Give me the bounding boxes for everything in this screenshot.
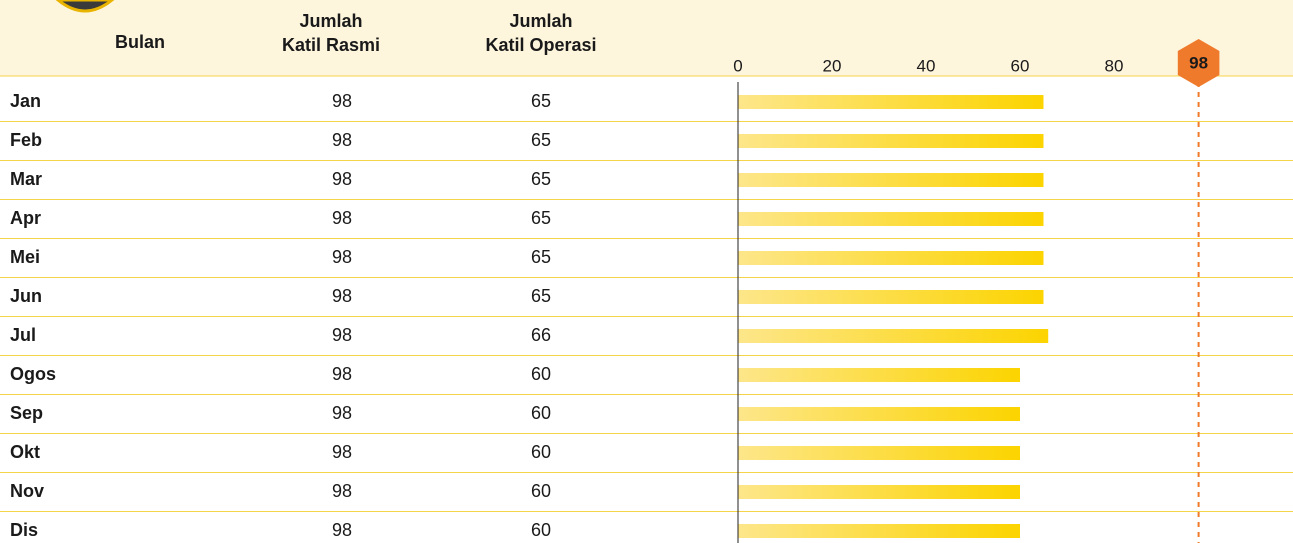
operasi-cell: 65 xyxy=(531,130,551,150)
column-header: Bulan xyxy=(115,32,165,52)
reference-label: 98 xyxy=(1189,53,1208,72)
operasi-cell: 60 xyxy=(531,442,551,462)
month-label: Mei xyxy=(10,247,40,267)
operasi-cell: 65 xyxy=(531,247,551,267)
reference-badge xyxy=(1177,39,1220,87)
operasi-cell: 65 xyxy=(531,208,551,228)
column-header: Katil Rasmi xyxy=(282,35,380,55)
month-label: Dis xyxy=(10,520,38,540)
bar xyxy=(738,329,1049,343)
month-label: Ogos xyxy=(10,364,56,384)
rasmi-cell: 98 xyxy=(332,481,352,501)
month-label: Okt xyxy=(10,442,40,462)
bar xyxy=(738,290,1044,304)
rasmi-cell: 98 xyxy=(332,364,352,384)
bar xyxy=(738,368,1020,382)
rasmi-cell: 98 xyxy=(332,442,352,462)
operasi-cell: 60 xyxy=(531,364,551,384)
operasi-cell: 60 xyxy=(531,481,551,501)
bar xyxy=(738,446,1020,460)
operasi-cell: 65 xyxy=(531,169,551,189)
rasmi-cell: 98 xyxy=(332,91,352,111)
operasi-cell: 65 xyxy=(531,91,551,111)
rasmi-cell: 98 xyxy=(332,403,352,423)
logo-icon xyxy=(55,0,115,13)
column-header: Jumlah xyxy=(509,11,572,31)
x-tick-label: 40 xyxy=(917,56,936,75)
rasmi-cell: 98 xyxy=(332,169,352,189)
month-label: Nov xyxy=(10,481,44,501)
column-header: Jumlah xyxy=(299,11,362,31)
bar xyxy=(738,134,1044,148)
rasmi-cell: 98 xyxy=(332,286,352,306)
month-label: Feb xyxy=(10,130,42,150)
x-tick-label: 60 xyxy=(1011,56,1030,75)
month-label: Jun xyxy=(10,286,42,306)
rasmi-cell: 98 xyxy=(332,520,352,540)
operasi-cell: 66 xyxy=(531,325,551,345)
month-label: Apr xyxy=(10,208,41,228)
x-tick-label: 20 xyxy=(823,56,842,75)
rasmi-cell: 98 xyxy=(332,325,352,345)
column-header: Katil Operasi xyxy=(485,35,596,55)
month-label: Jul xyxy=(10,325,36,345)
operasi-cell: 60 xyxy=(531,520,551,540)
operasi-cell: 60 xyxy=(531,403,551,423)
bar xyxy=(738,173,1044,187)
month-label: Jan xyxy=(10,91,41,111)
header-background xyxy=(0,0,1293,76)
bar xyxy=(738,251,1044,265)
bar xyxy=(738,212,1044,226)
rasmi-cell: 98 xyxy=(332,247,352,267)
x-tick-label: 0 xyxy=(733,56,742,75)
bar xyxy=(738,524,1020,538)
bar xyxy=(738,485,1020,499)
x-tick-label: 80 xyxy=(1105,56,1124,75)
month-label: Mar xyxy=(10,169,42,189)
bar xyxy=(738,95,1044,109)
month-label: Sep xyxy=(10,403,43,423)
operasi-cell: 65 xyxy=(531,286,551,306)
rasmi-cell: 98 xyxy=(332,208,352,228)
rasmi-cell: 98 xyxy=(332,130,352,150)
bar xyxy=(738,407,1020,421)
